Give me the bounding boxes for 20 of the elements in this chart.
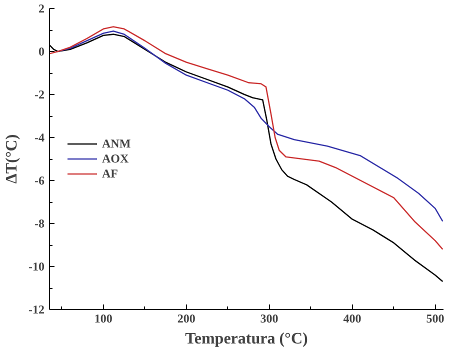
x-tick-label: 500 bbox=[426, 312, 444, 326]
legend-label: ANM bbox=[102, 136, 131, 151]
x-tick-label: 100 bbox=[94, 312, 112, 326]
y-tick-label: -4 bbox=[34, 130, 45, 144]
x-tick-label: 200 bbox=[177, 312, 196, 326]
y-tick-label: -12 bbox=[28, 302, 45, 316]
x-axis-title: Temperatura (°C) bbox=[185, 330, 308, 348]
y-axis-title: ΔT(°C) bbox=[4, 134, 21, 184]
x-tick-label: 300 bbox=[260, 312, 278, 326]
y-tick-label: -6 bbox=[34, 174, 45, 188]
line-series bbox=[50, 26, 444, 250]
y-tick-label: -10 bbox=[28, 260, 45, 274]
y-tick-label: 0 bbox=[38, 44, 44, 58]
y-tick-label: 2 bbox=[38, 2, 44, 16]
legend-label: AF bbox=[102, 166, 119, 181]
y-tick-label: -2 bbox=[34, 88, 45, 102]
legend-label: AOX bbox=[102, 151, 129, 166]
line-series bbox=[57, 30, 444, 222]
y-tick-label: -8 bbox=[34, 216, 45, 230]
x-tick-label: 400 bbox=[343, 312, 362, 326]
